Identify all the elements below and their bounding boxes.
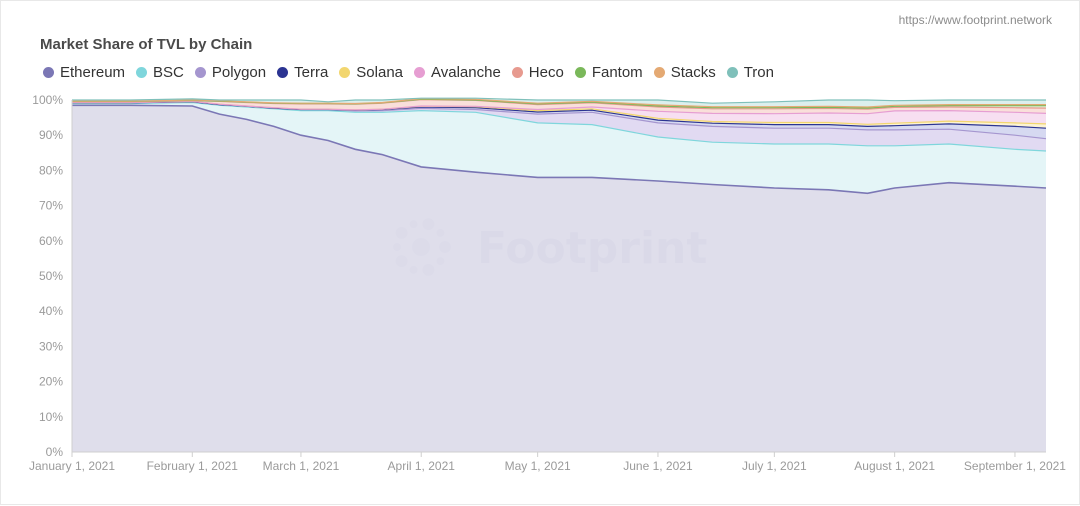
x-tick-label: May 1, 2021 (505, 459, 571, 473)
y-tick-label: 90% (39, 128, 63, 142)
x-tick-label: June 1, 2021 (623, 459, 693, 473)
x-tick-label: February 1, 2021 (147, 459, 239, 473)
y-tick-label: 50% (39, 269, 63, 283)
y-tick-label: 80% (39, 163, 63, 177)
y-tick-label: 20% (39, 375, 63, 389)
x-tick-label: January 1, 2021 (29, 459, 115, 473)
y-tick-label: 10% (39, 410, 63, 424)
y-tick-label: 0% (46, 445, 64, 459)
y-tick-label: 100% (32, 93, 63, 107)
x-tick-label: July 1, 2021 (742, 459, 807, 473)
x-tick-label: August 1, 2021 (854, 459, 935, 473)
x-tick-label: April 1, 2021 (388, 459, 456, 473)
y-tick-label: 60% (39, 234, 63, 248)
y-tick-label: 40% (39, 304, 63, 318)
x-tick-label: September 1, 2021 (964, 459, 1066, 473)
y-tick-label: 30% (39, 339, 63, 353)
x-tick-label: March 1, 2021 (263, 459, 340, 473)
y-tick-label: 70% (39, 199, 63, 213)
